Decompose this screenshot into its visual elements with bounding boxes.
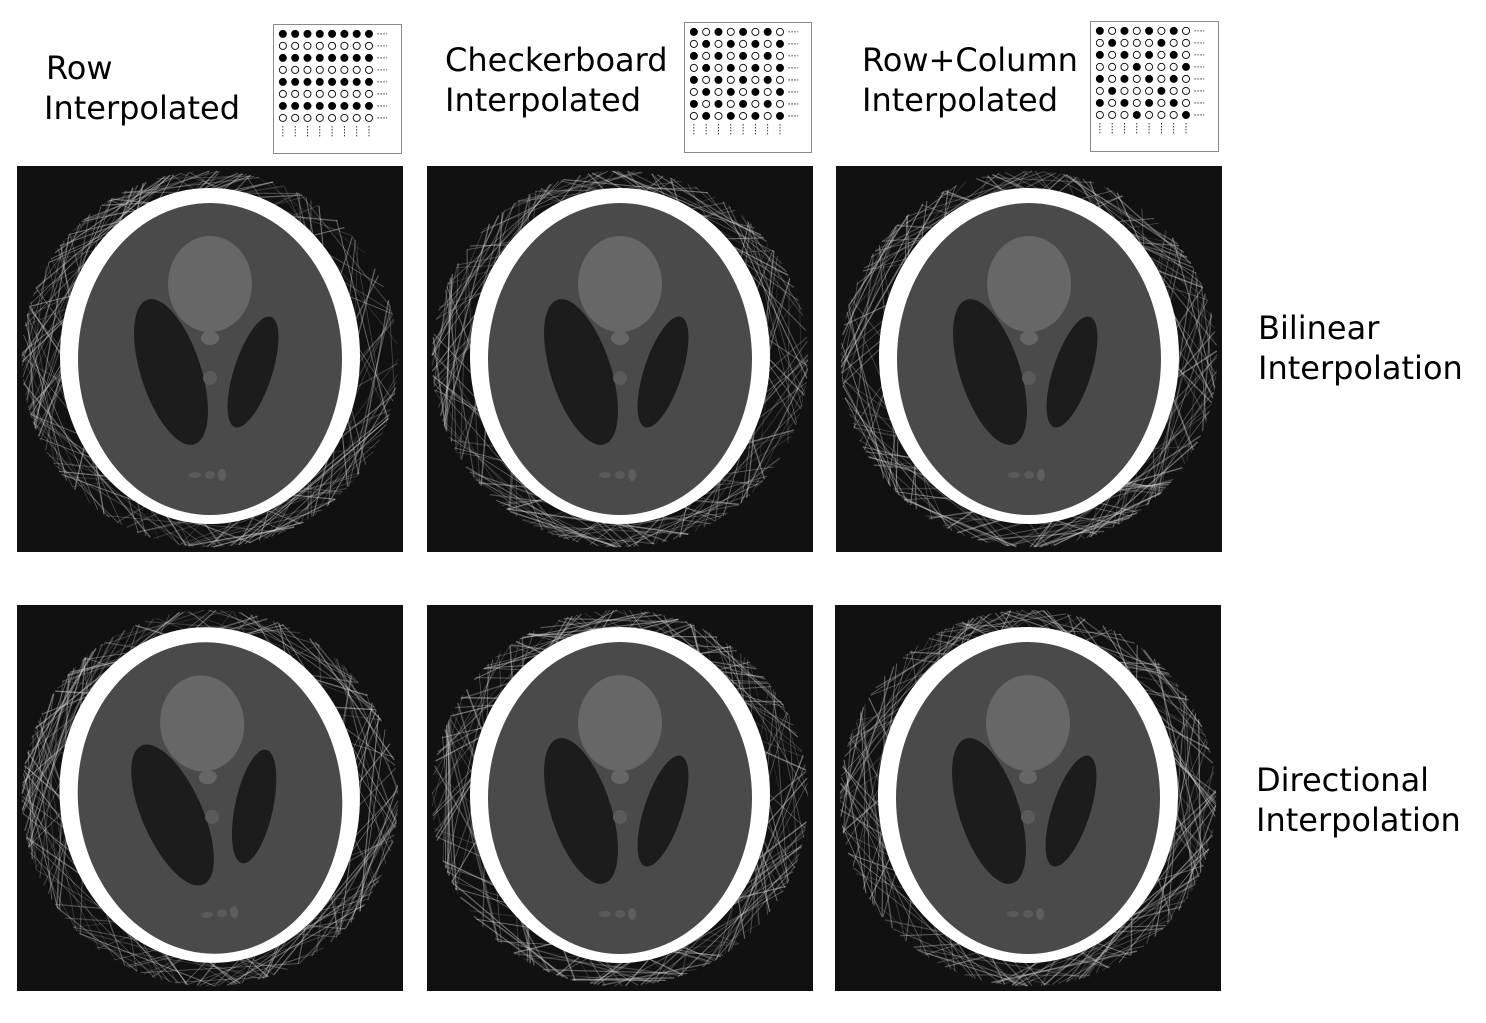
col-label-line2: Interpolated [862,81,1059,119]
phantom-svg [17,166,403,552]
phantom-svg [427,605,813,991]
col-label-line1: Checkerboard [445,41,668,79]
col-label-line2: Interpolated [44,89,241,127]
row-label-line2: Interpolation [1256,801,1461,839]
phantom-svg [427,166,813,552]
sampling-pattern-row-column [1090,21,1219,152]
phantom-image-directional-checkerboard [427,605,813,991]
col-label-row-interpolated: Row Interpolated [44,48,241,128]
phantom-image-directional-row-column [835,605,1221,991]
pattern-svg [278,29,388,138]
phantom-image-bilinear-checkerboard [427,166,813,552]
row-label-line1: Directional [1256,761,1430,799]
col-label-line1: Row [46,49,113,87]
col-label-line1: Row+Column [862,41,1078,79]
phantom-image-bilinear-row-column [836,166,1222,552]
phantom-image-bilinear-row [17,166,403,552]
row-label-line2: Interpolation [1258,349,1463,387]
phantom-svg [835,605,1221,991]
row-label-line1: Bilinear [1258,309,1380,347]
col-label-checkerboard-interpolated: Checkerboard Interpolated [445,40,668,120]
sampling-pattern-row [273,24,402,154]
phantom-svg [836,166,1222,552]
phantom-svg [17,605,403,991]
sampling-pattern-checkerboard [684,22,812,153]
pattern-svg [1095,26,1205,135]
row-label-directional-interpolation: Directional Interpolation [1256,760,1461,840]
pattern-svg [689,27,799,136]
col-label-line2: Interpolated [445,81,642,119]
row-label-bilinear-interpolation: Bilinear Interpolation [1258,308,1463,388]
col-label-row-column-interpolated: Row+Column Interpolated [862,40,1078,120]
phantom-image-directional-row [17,605,403,991]
